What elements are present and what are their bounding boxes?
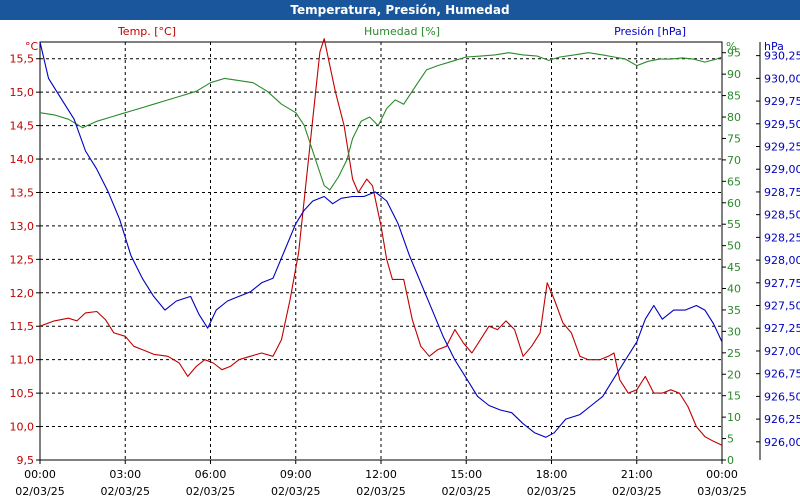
time-axis: 00:00 02/03/25 03:00 02/03/25 06:00 02/03/25 0…: [15, 460, 747, 498]
grid-lines: [40, 42, 722, 461]
humidity-tick-label: 25: [727, 347, 741, 360]
temperature-tick-label: 13,0: [10, 220, 35, 233]
time-tick-label: 00:00: [706, 468, 738, 481]
date-tick-label: 02/03/25: [15, 485, 64, 498]
pressure-tick-label: 926,25: [764, 413, 800, 426]
pressure-tick-label: 929,25: [764, 141, 800, 154]
temperature-tick-label: 12,0: [10, 287, 35, 300]
temperature-tick-label: 14,0: [10, 153, 35, 166]
humidity-tick-label: 85: [727, 90, 741, 103]
pressure-tick-label: 930,00: [764, 72, 800, 85]
pressure-tick-label: 928,00: [764, 254, 800, 267]
humidity-tick-label: 50: [727, 240, 741, 253]
time-tick-label: 18:00: [536, 468, 568, 481]
temperature-tick-label: 15,0: [10, 86, 35, 99]
time-tick-label: 09:00: [280, 468, 312, 481]
humidity-axis-label: Humedad [%]: [364, 25, 440, 38]
humidity-tick-label: 70: [727, 154, 741, 167]
pressure-tick-label: 929,50: [764, 118, 800, 131]
humidity-tick-label: 80: [727, 111, 741, 124]
axis-labels: Temp. [°C] Humedad [%] Presión [hPa]: [117, 25, 686, 38]
temperature-tick-label: 11,5: [10, 320, 35, 333]
humidity-tick-label: 5: [727, 433, 734, 446]
time-tick-label: 15:00: [450, 468, 482, 481]
humidity-tick-label: 75: [727, 132, 741, 145]
temperature-axis: 9,5 10,0 10,5 11,0 11,5 12,0 12,5 13,0 13,5 14,0 1…: [10, 40, 40, 467]
pressure-tick-label: 927,25: [764, 322, 800, 335]
humidity-tick-label: 40: [727, 283, 741, 296]
humidity-series-line: [39, 52, 723, 191]
temperature-tick-label: 10,5: [10, 387, 35, 400]
humidity-tick-label: 55: [727, 218, 741, 231]
humidity-tick-label: 15: [727, 390, 741, 403]
pressure-tick-label: 930,25: [764, 50, 800, 63]
date-tick-label: 02/03/25: [271, 485, 320, 498]
pressure-tick-label: 928,25: [764, 231, 800, 244]
pressure-tick-label: 926,00: [764, 436, 800, 449]
pressure-axis-label: Presión [hPa]: [614, 25, 686, 38]
chart-title: Temperatura, Presión, Humedad: [0, 0, 800, 20]
humidity-tick-label: 95: [727, 47, 741, 60]
humidity-tick-label: 60: [727, 197, 741, 210]
pressure-tick-label: 928,75: [764, 186, 800, 199]
temperature-unit: °C: [25, 40, 39, 53]
temperature-series-line: [39, 38, 723, 446]
pressure-tick-label: 927,50: [764, 300, 800, 313]
pressure-tick-label: 926,50: [764, 390, 800, 403]
pressure-tick-label: 929,75: [764, 95, 800, 108]
pressure-tick-label: 929,00: [764, 163, 800, 176]
time-tick-label: 00:00: [24, 468, 56, 481]
temperature-tick-label: 9,5: [17, 454, 35, 467]
humidity-axis: 0 5 10 15 20 25 30 35 40 45 50 55 60 65 70 75 80 85 90 95%: [722, 40, 741, 467]
temperature-axis-label: Temp. [°C]: [117, 25, 176, 38]
humidity-tick-label: 90: [727, 68, 741, 81]
temperature-tick-label: 15,5: [10, 53, 35, 66]
pressure-tick-label: 927,00: [764, 345, 800, 358]
date-tick-label: 02/03/25: [356, 485, 405, 498]
humidity-tick-label: 30: [727, 325, 741, 338]
date-tick-label: 02/03/25: [442, 485, 491, 498]
humidity-tick-label: 65: [727, 175, 741, 188]
humidity-tick-label: 35: [727, 304, 741, 317]
time-tick-label: 12:00: [365, 468, 397, 481]
temperature-tick-label: 12,5: [10, 253, 35, 266]
pressure-tick-label: 927,75: [764, 277, 800, 290]
date-tick-label: 02/03/25: [101, 485, 150, 498]
date-tick-label: 03/03/25: [697, 485, 746, 498]
time-tick-label: 03:00: [109, 468, 141, 481]
temperature-tick-label: 10,0: [10, 421, 35, 434]
humidity-tick-label: 20: [727, 368, 741, 381]
temperature-tick-label: 11,0: [10, 354, 35, 367]
time-tick-label: 06:00: [195, 468, 227, 481]
temperature-tick-label: 14,5: [10, 120, 35, 133]
time-tick-label: 21:00: [621, 468, 653, 481]
date-tick-label: 02/03/25: [527, 485, 576, 498]
date-tick-label: 02/03/25: [186, 485, 235, 498]
temperature-tick-label: 13,5: [10, 186, 35, 199]
pressure-tick-label: 926,75: [764, 368, 800, 381]
date-tick-label: 02/03/25: [612, 485, 661, 498]
humidity-tick-label: 10: [727, 411, 741, 424]
humidity-unit: %: [726, 40, 736, 53]
humidity-tick-label: 0: [727, 454, 734, 467]
pressure-tick-label: 928,50: [764, 209, 800, 222]
humidity-tick-label: 45: [727, 261, 741, 274]
pressure-axis: 926,00 926,25 926,50 926,75 927,00 927,25 927,…: [756, 40, 800, 460]
pressure-unit: hPa: [764, 40, 784, 53]
pressure-series-line: [39, 41, 723, 438]
series-group: [39, 38, 723, 446]
